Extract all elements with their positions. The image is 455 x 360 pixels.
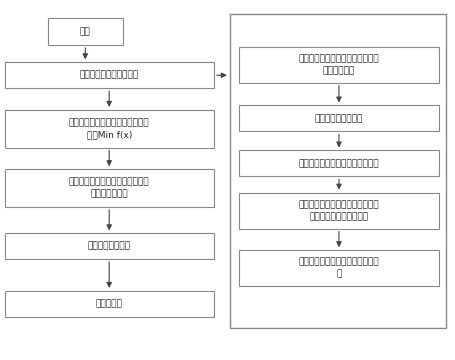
Bar (239, 193, 439, 229)
Text: 开始: 开始 (80, 27, 91, 36)
Text: 选择热力学模型以描述聚合系统的
物性与相平衡: 选择热力学模型以描述聚合系统的 物性与相平衡 (298, 54, 379, 75)
Text: 设置以分子量或分子量分布为目标
函数Min f(x): 设置以分子量或分子量分布为目标 函数Min f(x) (69, 118, 150, 139)
Bar (5, 169, 214, 207)
Bar (5, 233, 214, 259)
Bar (5, 110, 214, 148)
Bar (230, 14, 446, 328)
Text: 确定状态方程的参数: 确定状态方程的参数 (315, 114, 363, 123)
Bar (239, 150, 439, 176)
Bar (48, 18, 123, 45)
Bar (239, 250, 439, 286)
Bar (239, 105, 439, 131)
Bar (239, 47, 439, 83)
Text: 确定动力学参数并采用实验数据验
证: 确定动力学参数并采用实验数据验 证 (298, 258, 379, 279)
Text: 设置聚合工艺条件（浓度、温度、
压力等）初始值: 设置聚合工艺条件（浓度、温度、 压力等）初始值 (69, 178, 150, 198)
Text: 结束、输出: 结束、输出 (96, 300, 123, 308)
Text: 确定合适的反应机理并建立守恒方
程，求取分子量及其分布: 确定合适的反应机理并建立守恒方 程，求取分子量及其分布 (298, 200, 379, 221)
Text: 建立聚合过程的数学模型: 建立聚合过程的数学模型 (80, 71, 139, 80)
Text: 采用优化算法求解: 采用优化算法求解 (88, 242, 131, 251)
Bar (5, 291, 214, 317)
Bar (5, 62, 214, 88)
Text: 以文献或实验数据验证热力学模型: 以文献或实验数据验证热力学模型 (298, 159, 379, 168)
